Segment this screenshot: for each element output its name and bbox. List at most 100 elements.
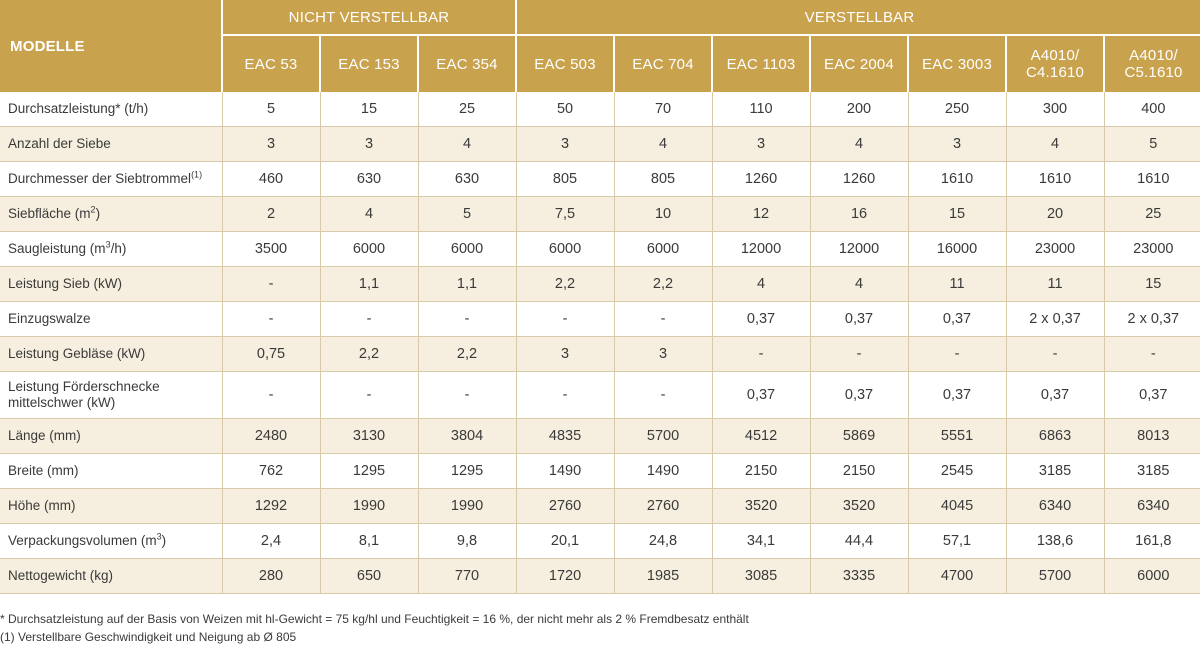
table-cell: 2545 [908, 453, 1007, 489]
row-label-text: Höhe (mm) [8, 498, 76, 513]
row-label-superscript: 3 [156, 531, 162, 542]
table-cell: 0,37 [908, 371, 1007, 419]
model-header-cell: EAC 2004 [810, 34, 910, 92]
row-label-text: Nettogewicht (kg) [8, 568, 114, 583]
row-label: Höhe (mm) [0, 488, 223, 524]
table-cell: 1720 [516, 558, 615, 594]
table-cell: 2 [222, 196, 321, 232]
table-cell: 4835 [516, 418, 615, 454]
table-cell: 6000 [516, 231, 615, 267]
table-cell: 650 [320, 558, 419, 594]
table-cell: 23000 [1104, 231, 1200, 267]
table-cell: 1985 [614, 558, 713, 594]
table-cell: 1990 [320, 488, 419, 524]
table-cell: 7,5 [516, 196, 615, 232]
table-row: Einzugswalze - - - - -0,37 0,37 0,37 2 x 0,37 2 x… [0, 301, 1200, 337]
table-cell: 20,1 [516, 523, 615, 559]
table-cell: 161,8 [1104, 523, 1200, 559]
table-cell: 300 [1006, 92, 1105, 127]
table-cell: 2480 [222, 418, 321, 454]
table-cell: 12000 [712, 231, 811, 267]
table-cell: 3335 [810, 558, 909, 594]
row-label: Leistung Gebläse (kW) [0, 336, 223, 372]
table-cell: 2760 [614, 488, 713, 524]
table-cell: 3520 [712, 488, 811, 524]
table-row: Länge (mm) 2480 3130 3804 4835 5700 4512 5869 55… [0, 418, 1200, 454]
table-cell: 0,37 [712, 371, 811, 419]
table-cell: - [908, 336, 1007, 372]
row-label: Verpackungsvolumen (m3) [0, 523, 223, 559]
row-label: Länge (mm) [0, 418, 223, 454]
table-cell: 5 [1104, 126, 1200, 162]
table-cell: 11 [1006, 266, 1105, 302]
table-cell: 0,37 [810, 371, 909, 419]
table-row: Leistung Förderschnecke mittelschwer (kW… [0, 371, 1200, 419]
table-cell: 34,1 [712, 523, 811, 559]
table-cell: 4 [712, 266, 811, 302]
table-cell: 6000 [320, 231, 419, 267]
table-cell: 4 [320, 196, 419, 232]
table-cell: 1292 [222, 488, 321, 524]
row-label: Breite (mm) [0, 453, 223, 489]
table-cell: 1990 [418, 488, 517, 524]
table-cell: 44,4 [810, 523, 909, 559]
table-cell: 0,37 [1006, 371, 1105, 419]
table-cell: 4 [1006, 126, 1105, 162]
row-label-text: Leistung Förderschnecke mittelschwer (kW… [8, 379, 160, 410]
table-cell: 1295 [320, 453, 419, 489]
row-label: Anzahl der Siebe [0, 126, 223, 162]
table-cell: 3 [222, 126, 321, 162]
table-row: Verpackungsvolumen (m3) 2,4 8,1 9,8 20,1 24,8… [0, 523, 1200, 559]
table-cell: 4 [810, 266, 909, 302]
table-cell: 1490 [614, 453, 713, 489]
table-cell: 2150 [712, 453, 811, 489]
table-cell: 4 [614, 126, 713, 162]
table-cell: 5869 [810, 418, 909, 454]
table-cell: - [320, 301, 419, 337]
table-cell: 2 x 0,37 [1006, 301, 1105, 337]
table-cell: 10 [614, 196, 713, 232]
model-header-cell: EAC 354 [418, 34, 518, 92]
table-cell: 3185 [1006, 453, 1105, 489]
table-cell: 9,8 [418, 523, 517, 559]
table-cell: 400 [1104, 92, 1200, 127]
row-label-text: Siebfläche (m [8, 206, 91, 221]
table-cell: 770 [418, 558, 517, 594]
table-cell: 16 [810, 196, 909, 232]
model-header-cell: EAC 704 [614, 34, 714, 92]
row-label-text: Länge (mm) [8, 428, 81, 443]
table-cell: 2,2 [320, 336, 419, 372]
table-cell: 6000 [614, 231, 713, 267]
table-row: Anzahl der Siebe 3 3 4 3 4 3 4 3 4 5 [0, 126, 1200, 162]
table-cell: - [614, 371, 713, 419]
table-cell: 2,2 [516, 266, 615, 302]
table-cell: 1260 [712, 161, 811, 197]
row-label-text: Anzahl der Siebe [8, 136, 111, 151]
table-cell: 3520 [810, 488, 909, 524]
row-label: Durchmesser der Siebtrommel(1) [0, 161, 223, 197]
table-cell: 4512 [712, 418, 811, 454]
row-label: Saugleistung (m3/h) [0, 231, 223, 267]
table-body: Durchsatzleistung* (t/h) 5 15 25 50 70 110 200 2… [0, 92, 1200, 594]
table-cell: - [222, 266, 321, 302]
table-cell: 2760 [516, 488, 615, 524]
table-cell: 3804 [418, 418, 517, 454]
footnote-adjustable: (1) Verstellbare Geschwindigkeit und Nei… [0, 630, 297, 644]
table-cell: 6340 [1006, 488, 1105, 524]
table-cell: 3085 [712, 558, 811, 594]
table-cell: 6863 [1006, 418, 1105, 454]
model-header-cell: EAC 503 [516, 34, 616, 92]
table-cell: - [712, 336, 811, 372]
table-cell: 280 [222, 558, 321, 594]
table-cell: 16000 [908, 231, 1007, 267]
table-cell: 2 x 0,37 [1104, 301, 1200, 337]
table-cell: 25 [1104, 196, 1200, 232]
table-cell: 110 [712, 92, 811, 127]
row-label-text: Durchmesser der Siebtrommel [8, 171, 192, 186]
table-row: Leistung Gebläse (kW) 0,75 2,2 2,2 3 3- - - - - [0, 336, 1200, 372]
table-cell: 3 [908, 126, 1007, 162]
table-row: Durchmesser der Siebtrommel(1) 460 630 630 8… [0, 161, 1200, 197]
table-cell: 0,37 [712, 301, 811, 337]
table-cell: 1490 [516, 453, 615, 489]
table-cell: 15 [1104, 266, 1200, 302]
